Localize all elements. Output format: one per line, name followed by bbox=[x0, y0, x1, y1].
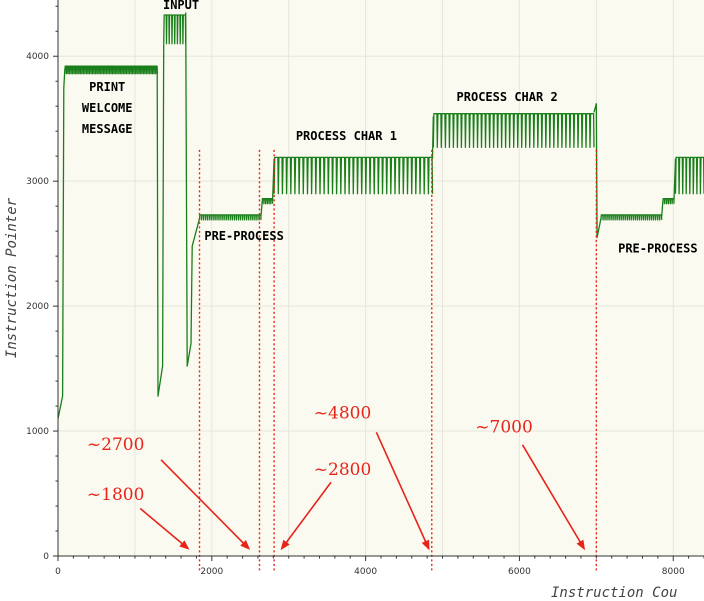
annotation-arrow bbox=[139, 507, 190, 550]
y-tick-label: 1000 bbox=[26, 427, 49, 437]
phase-boundary-layer bbox=[198, 149, 598, 572]
x-tick-label: 2000 bbox=[200, 567, 223, 577]
y-tick-label: 3000 bbox=[26, 177, 49, 187]
phase-label: INPUT bbox=[163, 0, 199, 12]
series-line bbox=[674, 156, 704, 195]
phase-label: PRE-PROCESS bbox=[204, 229, 283, 243]
phase-label: PROCESS CHAR 1 bbox=[296, 129, 397, 143]
series-line bbox=[185, 12, 201, 367]
y-tick-label: 0 bbox=[43, 552, 49, 562]
annotation-label: ~1800 bbox=[87, 485, 145, 505]
annotation-arrow bbox=[280, 481, 332, 551]
phase-label-line: PRE-PROCESS bbox=[618, 241, 697, 255]
series-layer bbox=[58, 12, 704, 419]
y-tick-label: 2000 bbox=[26, 302, 49, 312]
annotation-layer: ~2700 ~1800 ~4800 ~2800 ~7000 bbox=[87, 404, 586, 551]
annotation-arrow bbox=[375, 431, 430, 551]
phase-label-line: INPUT bbox=[163, 0, 199, 12]
series-line bbox=[260, 201, 263, 217]
phase-label-line: PROCESS CHAR 2 bbox=[457, 90, 558, 104]
series-line bbox=[273, 156, 434, 195]
phase-label-layer: INPUT PRINT WELCOME MESSAGE PRE-PROCESS PROCE… bbox=[82, 0, 698, 255]
phase-label-line: PROCESS CHAR 1 bbox=[296, 129, 397, 143]
annotation-label: ~7000 bbox=[475, 417, 533, 437]
series-line bbox=[661, 201, 664, 217]
x-tick-label: 8000 bbox=[662, 567, 685, 577]
series-line bbox=[271, 158, 275, 200]
axes: 0 2000 4000 6000 8000 0 1000 2000 3000 4000 bbox=[26, 0, 704, 577]
series-line bbox=[64, 65, 158, 75]
series-line bbox=[593, 103, 602, 239]
series-line bbox=[600, 214, 663, 221]
series-line bbox=[163, 14, 187, 45]
annotation-label: ~2700 bbox=[87, 435, 145, 455]
annotation-arrow bbox=[521, 444, 586, 551]
x-tick-label: 4000 bbox=[354, 567, 377, 577]
y-tick-label: 4000 bbox=[26, 52, 49, 62]
series-line bbox=[261, 198, 274, 205]
phase-label: PRE-PROCESS bbox=[618, 241, 697, 255]
y-axis-title: Instruction Pointer bbox=[4, 197, 20, 358]
annotation-label: ~4800 bbox=[314, 404, 372, 424]
x-tick-label: 6000 bbox=[508, 567, 531, 577]
phase-label: PROCESS CHAR 2 bbox=[457, 90, 558, 104]
series-line bbox=[198, 214, 262, 221]
phase-label: PRINT WELCOME MESSAGE bbox=[82, 80, 133, 136]
phase-label-line: PRINT bbox=[89, 80, 125, 94]
x-axis-title: Instruction Cou bbox=[551, 585, 677, 601]
series-line bbox=[432, 113, 595, 149]
annotation-arrow bbox=[160, 459, 251, 550]
series-line bbox=[662, 198, 675, 205]
series-line bbox=[58, 68, 66, 419]
plot-area bbox=[58, 0, 704, 556]
annotation-label: ~2800 bbox=[314, 460, 372, 480]
series-line bbox=[673, 158, 677, 200]
phase-label-line: PRE-PROCESS bbox=[204, 229, 283, 243]
series-line bbox=[156, 43, 165, 397]
phase-label-line: MESSAGE bbox=[82, 122, 133, 136]
x-tick-label: 0 bbox=[55, 567, 61, 577]
phase-label-line: WELCOME bbox=[82, 101, 133, 115]
